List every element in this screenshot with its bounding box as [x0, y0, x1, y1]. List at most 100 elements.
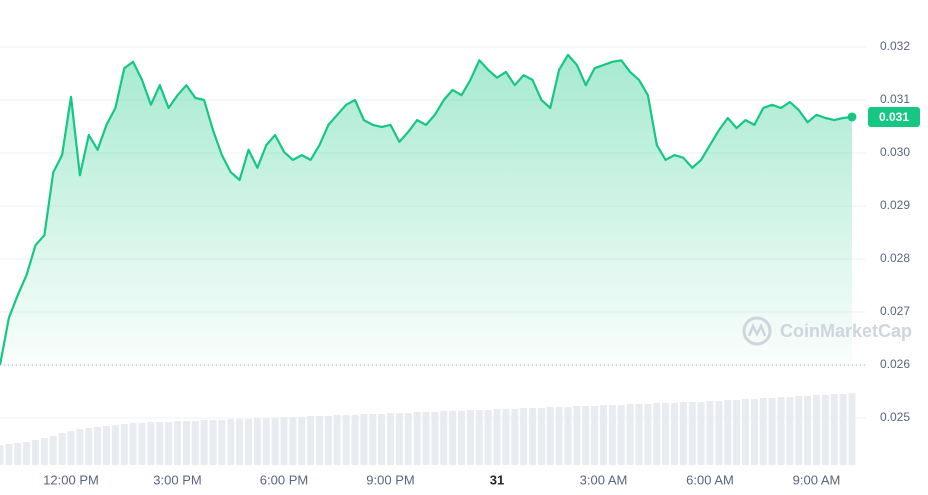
volume-bar: [484, 410, 492, 465]
volume-bar: [493, 409, 501, 465]
volume-bar: [209, 420, 217, 465]
volume-bar: [635, 404, 643, 465]
volume-bar: [218, 420, 226, 465]
volume-bar: [679, 402, 687, 465]
volume-bar: [5, 444, 13, 465]
volume-bar: [715, 401, 723, 465]
volume-bar: [67, 431, 75, 465]
volume-bar: [449, 411, 457, 465]
volume-bar: [173, 421, 182, 465]
y-tick-label: 0.026: [880, 357, 910, 371]
volume-bar: [475, 410, 483, 465]
x-tick-label: 3:00 AM: [580, 472, 628, 487]
volume-bar: [280, 417, 288, 465]
price-line: [0, 53, 853, 366]
volume-bar: [502, 409, 510, 465]
volume-bar: [94, 427, 102, 465]
volume-bar: [129, 423, 137, 465]
volume-bar: [608, 405, 616, 465]
volume-bar: [830, 394, 838, 465]
volume-bar: [626, 404, 634, 465]
watermark-text: CoinMarketCap: [780, 321, 912, 341]
volume-bar: [85, 428, 93, 465]
volume-bar: [795, 396, 803, 465]
volume-bar: [697, 402, 705, 465]
volume-bar: [804, 396, 812, 465]
price-tag-label: 0.031: [879, 110, 909, 124]
y-tick-label: 0.029: [880, 198, 910, 212]
x-tick-label: 3:00 PM: [153, 472, 201, 487]
volume-bar: [528, 408, 537, 465]
x-tick-label: 12:00 PM: [43, 472, 99, 487]
x-tick-label: 31: [490, 472, 504, 487]
volume-bar: [14, 443, 22, 465]
volume-bar: [360, 414, 368, 465]
volume-bar: [511, 409, 519, 465]
volume-bar: [724, 400, 732, 465]
price-area: [0, 54, 852, 366]
volume-bar: [573, 406, 581, 465]
volume-bar: [777, 397, 785, 465]
y-tick-label: 0.030: [880, 145, 910, 159]
volume-bar: [812, 395, 821, 465]
volume-bar: [555, 407, 563, 465]
volume-bar: [422, 412, 430, 465]
volume-bar: [369, 414, 377, 465]
volume-bar: [23, 442, 31, 465]
y-tick-label: 0.025: [880, 410, 910, 424]
price-tag: [868, 106, 920, 127]
volume-bar: [324, 416, 332, 465]
volume-bar: [466, 410, 474, 465]
last-point: [847, 112, 857, 122]
volume-bar: [111, 425, 119, 465]
volume-bar: [706, 401, 714, 465]
volume-bar: [236, 419, 244, 465]
watermark-logo: [742, 316, 772, 346]
volume-bar: [759, 398, 767, 465]
volume-bar: [653, 403, 661, 465]
volume-bar: [546, 407, 554, 465]
y-tick-label: 0.027: [880, 304, 910, 318]
volume-bar: [156, 422, 164, 465]
volume-bar: [271, 418, 279, 465]
volume-bar: [342, 415, 350, 465]
volume-bar: [395, 413, 403, 465]
volume-bar: [821, 395, 829, 465]
volume-bar: [733, 400, 741, 465]
volume-bar: [413, 412, 421, 465]
volume-bar: [182, 421, 190, 465]
volume-bar: [591, 406, 599, 465]
volume-bar: [262, 418, 270, 465]
volume-bar: [253, 418, 261, 465]
volume-bar: [440, 411, 448, 465]
volume-bar: [191, 421, 199, 465]
x-tick-label: 6:00 AM: [686, 472, 734, 487]
volume-bar: [298, 417, 306, 465]
volume-bar: [31, 440, 40, 465]
watermark-logo-mark: [747, 322, 767, 337]
volume-bar: [839, 394, 847, 465]
volume-bar: [564, 407, 572, 465]
volume-bar: [200, 420, 208, 465]
volume-bar: [644, 404, 652, 465]
volume-bar: [165, 422, 173, 465]
volume-bar: [431, 412, 439, 465]
x-tick-label: 9:00 AM: [793, 472, 841, 487]
volume-bar: [617, 405, 625, 465]
volume-bar: [289, 417, 297, 465]
y-tick-label: 0.032: [880, 39, 910, 53]
x-tick-label: 9:00 PM: [366, 472, 414, 487]
volume-bar: [244, 419, 253, 465]
volume-bar: [315, 416, 324, 465]
volume-bar: [537, 408, 545, 465]
volume-bar: [0, 445, 4, 465]
x-tick-label: 6:00 PM: [260, 472, 308, 487]
volume-bar: [750, 399, 758, 465]
volume-bar: [599, 405, 608, 465]
volume-bar: [670, 403, 679, 465]
volume-bar: [688, 402, 696, 465]
volume-bar: [378, 414, 386, 465]
y-tick-label: 0.028: [880, 251, 910, 265]
